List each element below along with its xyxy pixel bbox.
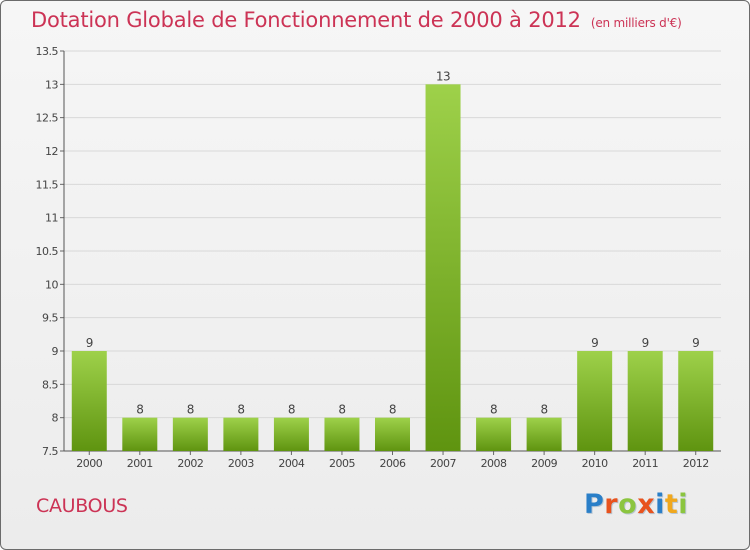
y-tick-label: 13.5 — [36, 45, 59, 58]
bar — [678, 351, 714, 451]
x-tick-label: 2012 — [683, 457, 709, 470]
bar — [172, 417, 208, 451]
y-tick-label: 8.5 — [42, 378, 58, 391]
y-tick-label: 11 — [45, 212, 58, 225]
bar-value-label: 8 — [490, 403, 497, 417]
logo-letter: i — [655, 489, 665, 520]
logo-letter: P — [584, 489, 605, 520]
x-tick-label: 2008 — [481, 457, 507, 470]
bar-value-label: 8 — [136, 403, 143, 417]
bar — [627, 351, 663, 451]
bar-value-label: 9 — [86, 336, 93, 350]
bar-value-label: 8 — [338, 403, 345, 417]
bar-value-label: 8 — [187, 403, 194, 417]
x-tick-label: 2003 — [228, 457, 254, 470]
x-tick-label: 2000 — [76, 457, 102, 470]
bar — [476, 417, 512, 451]
bar-value-label: 8 — [389, 403, 396, 417]
y-tick-label: 8 — [52, 412, 59, 425]
x-tick-label: 2004 — [278, 457, 304, 470]
chart-subtitle: (en milliers d'€) — [590, 16, 682, 30]
y-tick-label: 12 — [45, 145, 58, 158]
x-tick-label: 2002 — [177, 457, 203, 470]
bar — [223, 417, 259, 451]
x-tick-label: 2007 — [430, 457, 456, 470]
y-tick-label: 7.5 — [42, 445, 58, 458]
logo-letter: i — [678, 489, 689, 520]
y-tick-label: 10.5 — [36, 245, 59, 258]
y-tick-label: 13 — [45, 78, 58, 91]
bar-value-label: 9 — [591, 336, 598, 350]
logo-letter: t — [664, 489, 679, 520]
bar-value-label: 8 — [541, 403, 548, 417]
bar-value-label: 9 — [642, 336, 649, 350]
y-tick-label: 9 — [52, 345, 59, 358]
bar — [122, 417, 158, 451]
bar-value-label: 8 — [237, 403, 244, 417]
logo-letter: r — [604, 489, 619, 520]
x-tick-label: 2006 — [380, 457, 406, 470]
bar — [375, 417, 410, 451]
bar — [577, 351, 613, 451]
bar-value-label: 8 — [288, 403, 295, 417]
x-tick-label: 2010 — [582, 457, 608, 470]
logo-letter: x — [637, 489, 656, 520]
x-tick-label: 2009 — [531, 457, 557, 470]
x-tick-label: 2011 — [632, 457, 658, 470]
bar-value-label: 9 — [692, 336, 699, 350]
x-tick-label: 2005 — [329, 457, 355, 470]
logo-letter: o — [618, 489, 638, 520]
bar — [71, 351, 107, 451]
bar-value-label: 13 — [436, 69, 450, 83]
chart-title: Dotation Globale de Fonctionnement de 20… — [31, 8, 682, 32]
commune-name: CAUBOUS — [36, 495, 128, 517]
bar — [425, 84, 461, 451]
y-tick-label: 12.5 — [36, 112, 59, 125]
y-tick-label: 9.5 — [42, 312, 58, 325]
title-text: Dotation Globale de Fonctionnement de 20… — [31, 8, 581, 32]
bar — [273, 417, 309, 451]
bar — [526, 417, 562, 451]
bar — [324, 417, 360, 451]
x-tick-label: 2001 — [127, 457, 153, 470]
y-tick-label: 10 — [45, 278, 58, 291]
proxiti-logo[interactable]: Proxiti — [584, 489, 688, 520]
y-tick-label: 11.5 — [36, 178, 59, 191]
